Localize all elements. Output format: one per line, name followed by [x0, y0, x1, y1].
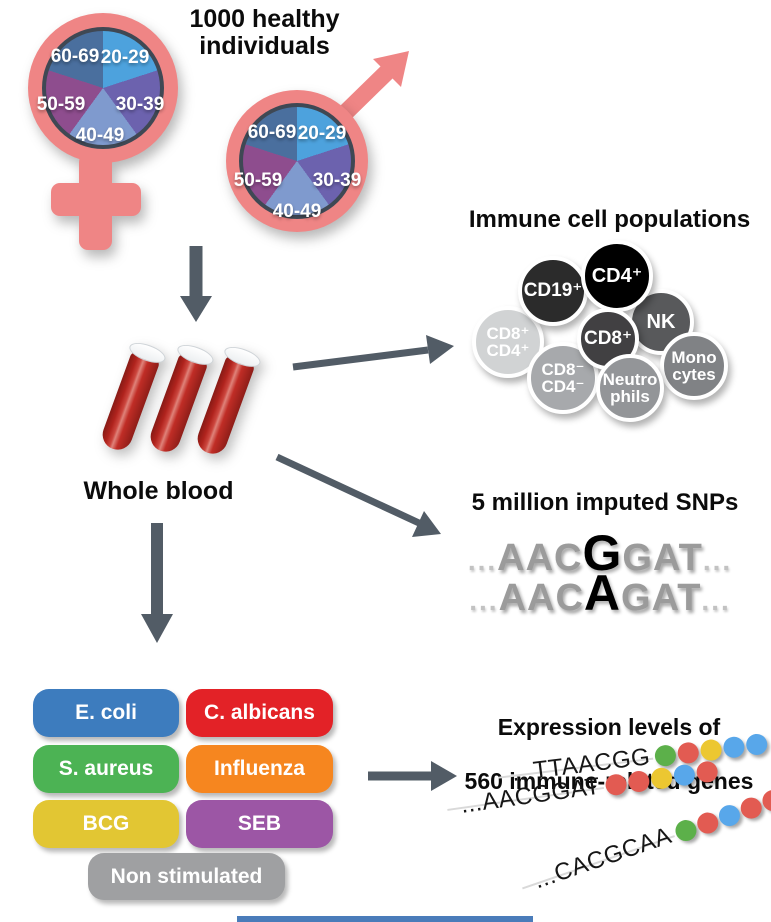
cell-cd19: CD19⁺ — [518, 256, 588, 326]
female-cross-horizontal — [51, 183, 141, 216]
snp-sequence-1: ... AAC G GAT ... — [430, 524, 770, 582]
expression-dot — [603, 772, 628, 797]
seq-ellipsis: ... — [467, 545, 498, 576]
stimulus-seb: SEB — [186, 800, 333, 848]
stimulus-calbicans: C. albicans — [186, 689, 333, 737]
snps-title: 5 million imputed SNPs — [471, 489, 739, 516]
arrow-to-expression — [368, 761, 457, 791]
stimulus-ecoli: E. coli — [33, 689, 179, 737]
seq-bases: GAT — [622, 537, 703, 579]
gene-sequence: ...CACGCAA — [530, 821, 678, 895]
seq-bases: AAC — [498, 577, 584, 619]
age-slice-label: 50-59 — [36, 94, 86, 115]
expression-dot — [745, 732, 769, 756]
expression-dot — [672, 762, 696, 787]
arrow-down-to-stimuli — [141, 523, 173, 643]
expression-dot — [694, 759, 719, 784]
blood-tubes — [95, 338, 270, 468]
figure-title: 1000 healthy individuals — [189, 5, 340, 60]
expression-dot — [715, 801, 743, 829]
age-pie-male: 20-29 30-39 40-49 50-59 60-69 — [234, 103, 361, 222]
expression-dot — [693, 809, 721, 837]
age-slice-label: 60-69 — [247, 122, 297, 143]
seq-ellipsis: ... — [702, 545, 733, 576]
seq-snp-base: G — [582, 525, 623, 581]
expression-dot — [649, 766, 673, 790]
expression-dot — [737, 794, 765, 822]
age-slice-label: 20-29 — [297, 123, 347, 144]
age-slice-label: 30-39 — [312, 170, 362, 191]
expression-title-line1: Expression levels of — [497, 714, 721, 741]
cell-monocytes: Mono cytes — [660, 332, 728, 400]
stimulus-non-stimulated: Non stimulated — [88, 853, 285, 900]
stimulus-influenza: Influenza — [186, 745, 333, 793]
stimulus-saureus: S. aureus — [33, 745, 179, 793]
whole-blood-label: Whole blood — [83, 477, 234, 505]
arrow-down-to-blood — [180, 246, 212, 322]
age-slice-label: 40-49 — [75, 125, 125, 146]
seq-ellipsis: ... — [701, 585, 731, 616]
seq-bases: AAC — [497, 537, 583, 579]
expression-dot — [672, 816, 699, 844]
snp-sequence-2: ... AAC A GAT ... — [430, 564, 770, 622]
age-slice-label: 40-49 — [272, 201, 322, 222]
seq-bases: GAT — [621, 577, 702, 619]
seq-ellipsis: ... — [469, 585, 499, 616]
age-slice-label: 60-69 — [50, 46, 100, 67]
stimulus-bcg: BCG — [33, 800, 179, 848]
cell-cd4: CD4⁺ — [581, 240, 653, 312]
expression-dot — [722, 735, 746, 759]
age-slice-label: 50-59 — [233, 170, 283, 191]
female-symbol-icon: 20-29 30-39 40-49 50-59 60-69 — [28, 13, 178, 250]
cell-neutrophils: Neutro phils — [596, 354, 664, 422]
age-slice-label: 20-29 — [100, 47, 150, 68]
seq-snp-base: A — [583, 565, 622, 621]
male-symbol-icon: 20-29 30-39 40-49 50-59 60-69 — [226, 90, 368, 232]
age-pie-female: 20-29 30-39 40-49 50-59 60-69 — [37, 27, 165, 149]
expression-dot — [626, 769, 651, 793]
arrow-to-immune-cells — [292, 335, 454, 371]
bottom-partial-bar — [237, 916, 533, 922]
arrow-to-snps — [275, 453, 441, 537]
age-slice-label: 30-39 — [115, 94, 165, 115]
immune-cells-title: Immune cell populations — [468, 206, 751, 233]
